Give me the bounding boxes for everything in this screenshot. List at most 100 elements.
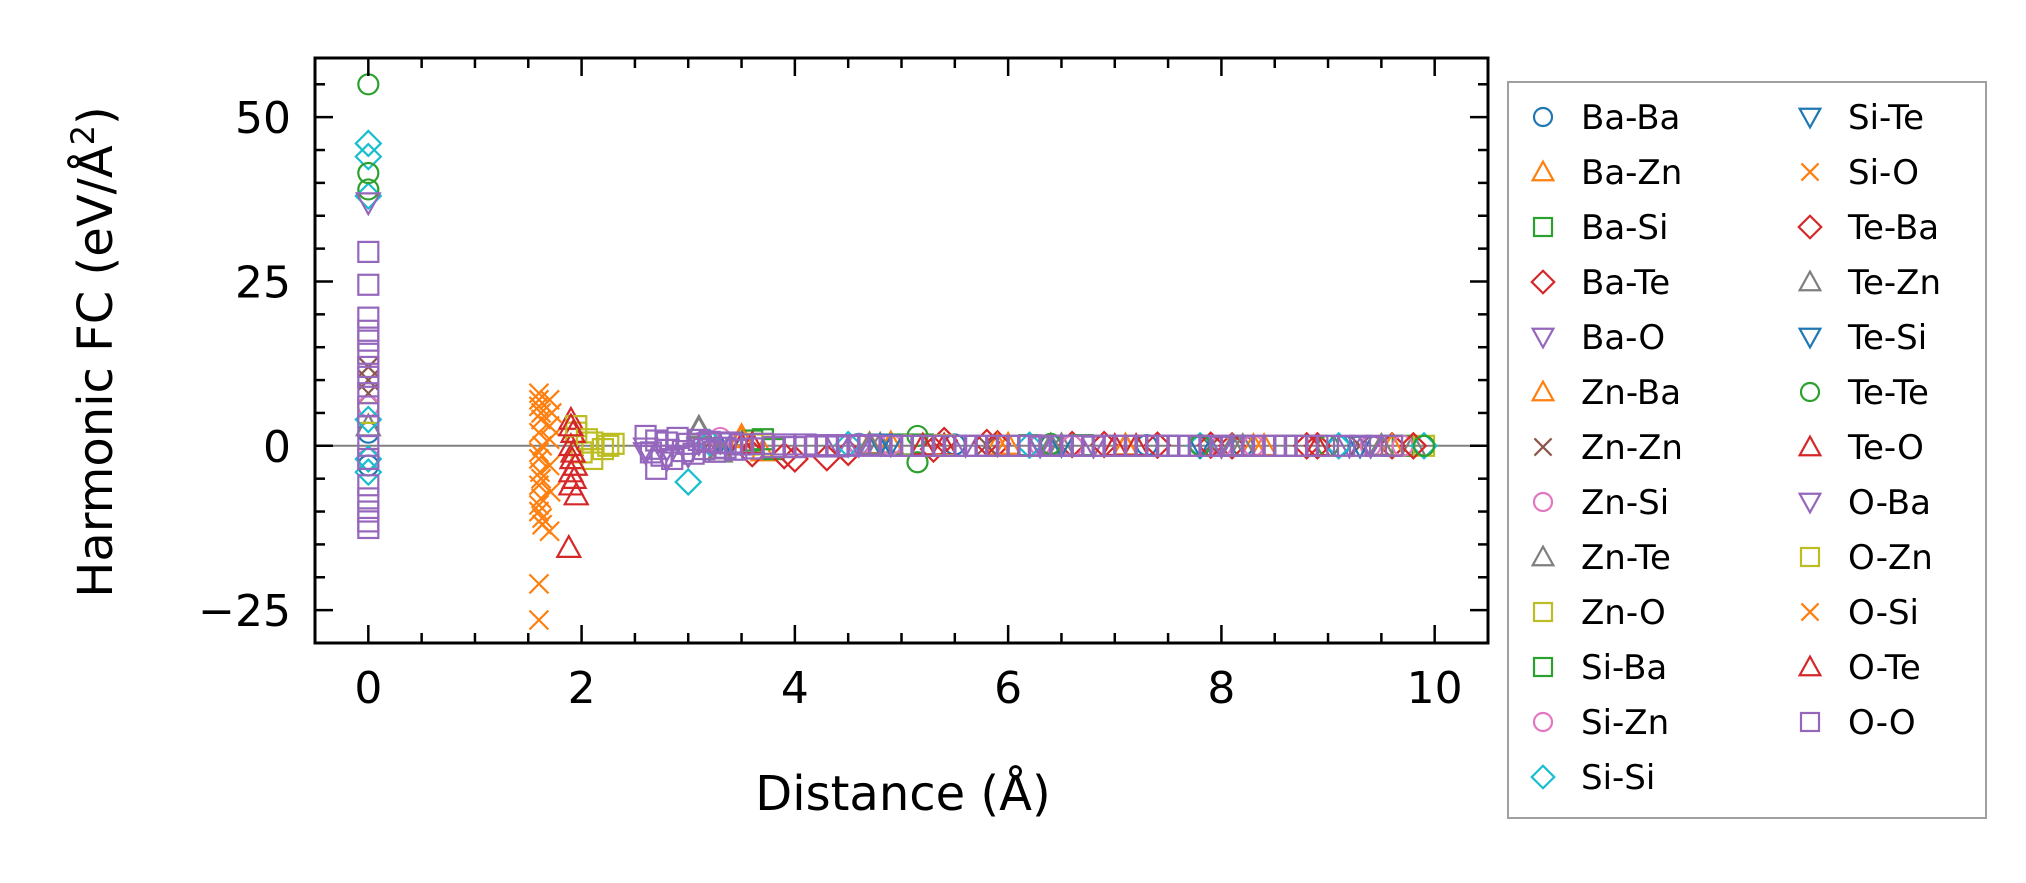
legend-item: Ba-Te: [1530, 263, 1670, 303]
legend-item: Si-Ba: [1532, 648, 1667, 688]
legend-label: Si-Ba: [1581, 648, 1667, 688]
data-point: [357, 273, 380, 296]
legend-label: Si-Te: [1848, 98, 1924, 138]
legend-marker: [1800, 602, 1820, 622]
data-point: [557, 471, 585, 496]
data-point: [528, 573, 550, 595]
legend-item: Si-Zn: [1532, 703, 1669, 743]
legend-marker: [1532, 711, 1554, 733]
legend-item: Te-Ba: [1797, 208, 1939, 248]
x-tick-label: 6: [994, 663, 1022, 714]
legend-marker: [1797, 327, 1823, 350]
data-point: [1399, 431, 1428, 460]
data-point: [354, 192, 382, 217]
legend-marker: [1797, 434, 1823, 457]
legend-item: Te-Si: [1797, 318, 1927, 358]
data-point: [357, 342, 380, 365]
legend-label: O-Zn: [1848, 538, 1933, 578]
legend-item: O-Si: [1800, 593, 1919, 633]
legend-label: Ba-Zn: [1581, 153, 1682, 193]
legend-marker: [1532, 216, 1554, 238]
data-point: [1324, 431, 1353, 460]
legend-label: Zn-Zn: [1581, 428, 1683, 468]
legend-item: Si-Si: [1530, 758, 1655, 798]
data-point: [1303, 431, 1332, 460]
data-point: [1348, 434, 1372, 457]
legend-marker: [1797, 654, 1823, 677]
data-point: [530, 468, 552, 489]
legend: Ba-Ba Ba-Zn Ba-Si Ba-Te Ba-O Zn-Ba Zn-Zn Zn-Si Z…: [1530, 98, 1941, 798]
data-point: [557, 412, 585, 437]
legend-marker: [1800, 162, 1820, 182]
data-point: [528, 389, 550, 411]
y-axis-label: Harmonic FC (eV/Å2): [64, 106, 124, 598]
legend-label: Zn-Si: [1581, 483, 1669, 523]
legend-item: Zn-Ba: [1530, 373, 1681, 413]
data-point: [1412, 434, 1436, 457]
data-point: [1380, 434, 1404, 457]
data-point: [530, 409, 552, 430]
series-o-si: [528, 389, 560, 529]
legend-item: Te-Te: [1799, 373, 1929, 413]
data-point: [357, 178, 380, 201]
legend-marker: [1533, 437, 1553, 457]
legend-frame: [1507, 81, 1987, 819]
legend-label: Te-O: [1847, 428, 1924, 468]
legend-item: Ba-O: [1530, 318, 1665, 358]
legend-label: Te-Si: [1847, 318, 1927, 358]
data-point: [559, 438, 587, 463]
legend-item: Te-O: [1797, 428, 1924, 468]
legend-label: Ba-Si: [1581, 208, 1668, 248]
legend-label: Si-O: [1848, 153, 1919, 193]
data-point: [1332, 434, 1356, 457]
data-point: [602, 432, 625, 455]
x-tick-label: 8: [1207, 663, 1235, 714]
legend-item: Ba-Si: [1532, 208, 1668, 248]
legend-item: Si-Te: [1797, 98, 1924, 138]
data-point: [725, 438, 748, 461]
data-point: [555, 533, 583, 558]
data-point: [528, 442, 550, 463]
legend-item: O-O: [1799, 703, 1916, 743]
data-point: [528, 396, 550, 417]
data-points: [354, 73, 1439, 631]
legend-marker: [1530, 544, 1556, 567]
data-point: [357, 516, 380, 540]
legend-label: Te-Ba: [1847, 208, 1939, 248]
legend-label: Zn-Ba: [1581, 373, 1681, 413]
x-tick-label: 0: [354, 663, 382, 714]
data-point: [530, 488, 552, 509]
data-point: [1143, 431, 1172, 460]
data-point: [539, 428, 560, 450]
legend-item: Zn-O: [1532, 593, 1666, 633]
data-point: [528, 474, 550, 496]
legend-label: Ba-Ba: [1581, 98, 1680, 138]
data-point: [906, 451, 929, 474]
data-point: [1292, 431, 1321, 460]
legend-item: Ba-Ba: [1532, 98, 1680, 138]
data-point: [1377, 431, 1407, 460]
x-tick-label: 10: [1407, 663, 1463, 714]
data-point: [528, 609, 550, 631]
legend-marker: [1797, 214, 1823, 240]
series-o-o: [357, 240, 1404, 540]
y-tick-label: 50: [235, 93, 291, 144]
x-axis-label: Distance (Å): [755, 765, 1050, 822]
data-point: [530, 402, 552, 424]
data-point: [597, 434, 620, 457]
legend-marker: [1530, 159, 1556, 182]
x-tick-label: 2: [568, 663, 596, 714]
legend-marker: [1530, 764, 1556, 790]
data-point: [354, 181, 383, 211]
legend-marker: [1532, 601, 1554, 623]
data-point: [528, 422, 550, 443]
legend-marker: [1530, 269, 1556, 295]
legend-item: Zn-Si: [1532, 483, 1669, 523]
legend-label: O-Te: [1848, 648, 1921, 688]
data-point: [357, 306, 380, 329]
legend-label: Zn-Te: [1581, 538, 1671, 578]
data-point: [1015, 431, 1044, 460]
data-point: [357, 365, 380, 388]
legend-item: Zn-Zn: [1533, 428, 1683, 468]
